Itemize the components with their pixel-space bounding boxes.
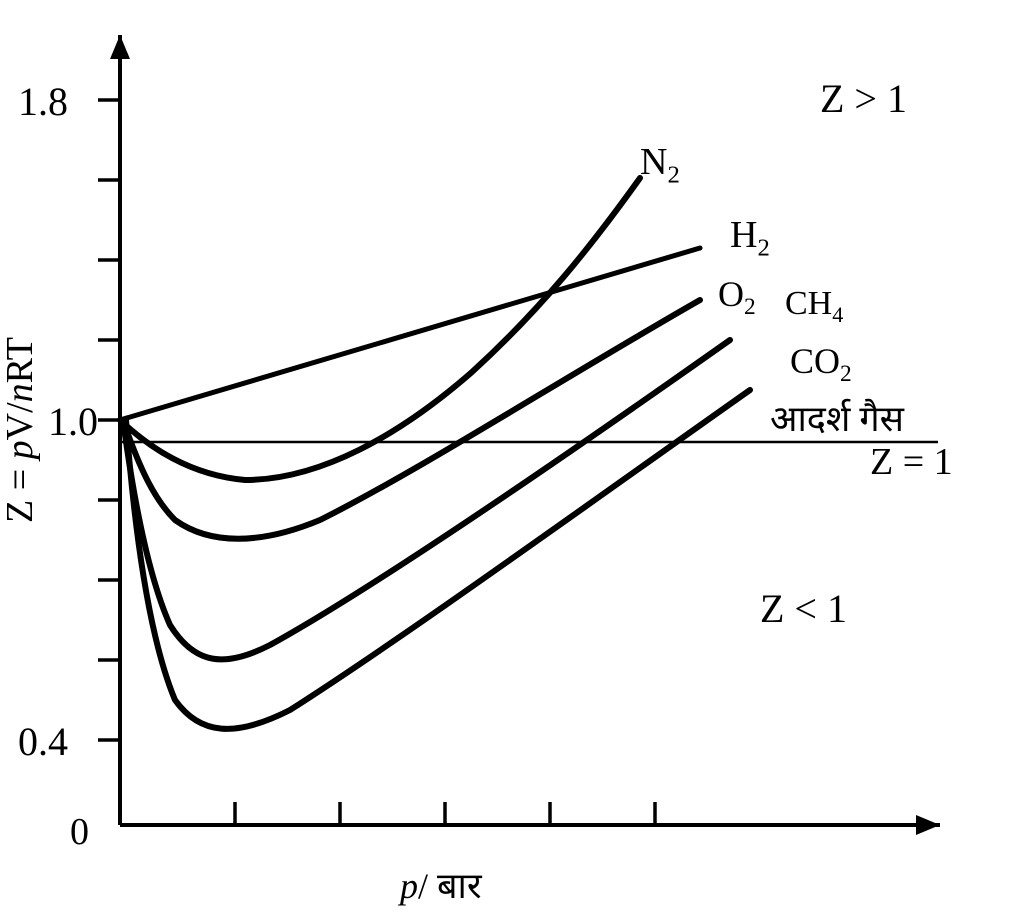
series-H2 — [120, 248, 700, 420]
series-label-H2: H2 — [730, 213, 770, 263]
y-tick-label: 0.4 — [18, 718, 68, 765]
origin-label: 0 — [70, 810, 89, 854]
compressibility-chart: 1.8 1.0 0.4 0 H2 N2 O2 CH4 CO2 आदर्श गैसZ = 1 Z > … — [0, 0, 1024, 913]
y-axis-title: Z = pV/nRT — [0, 337, 42, 523]
ideal-gas-label: आदर्श गैस — [770, 393, 904, 442]
series-label-CH4: CH4 — [785, 285, 843, 328]
series-label-CO2: CO2 — [790, 340, 852, 388]
series-N2 — [120, 178, 640, 480]
x-axis-title: p/ बार — [400, 860, 482, 909]
y-tick-label: 1.0 — [48, 398, 98, 445]
series-CH4 — [123, 340, 730, 659]
region-label-0: Z > 1 — [820, 75, 907, 122]
y-tick-label: 1.8 — [18, 78, 68, 125]
series-label-N2: N2 — [640, 140, 680, 190]
x-axis-arrow — [916, 815, 940, 835]
y-axis-arrow — [110, 35, 130, 59]
region-label-1: Z < 1 — [760, 585, 847, 632]
z-equals-1-label: Z = 1 — [870, 440, 953, 484]
series-label-O2: O2 — [718, 273, 756, 321]
